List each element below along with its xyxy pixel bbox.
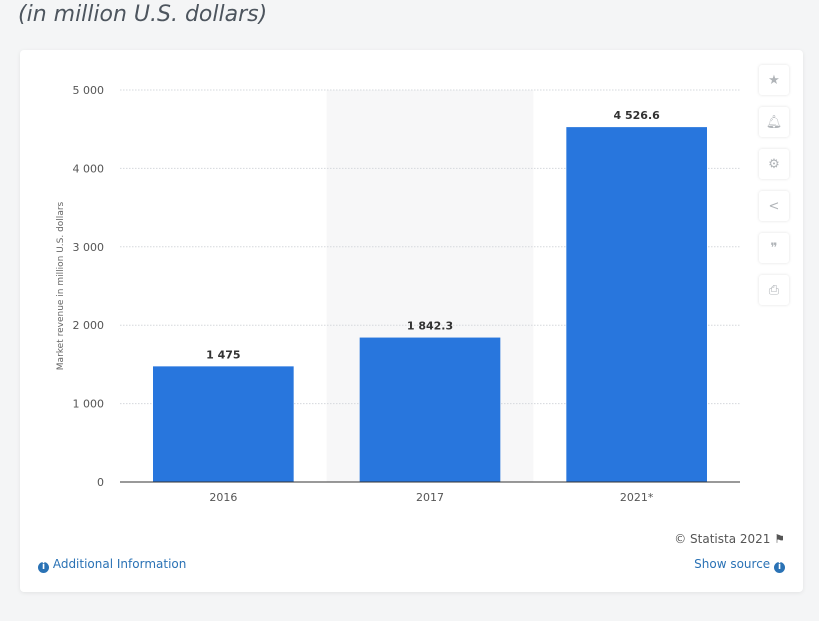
bar-2016: [153, 366, 294, 482]
y-tick-label: 0: [97, 476, 104, 489]
y-tick-label: 3 000: [73, 241, 105, 254]
gear-icon: ⚙: [768, 156, 780, 172]
show-source-link[interactable]: Show source i: [694, 557, 785, 573]
bar-2017: [359, 337, 501, 482]
info-icon: i: [38, 562, 49, 573]
info-icon: i: [774, 562, 785, 573]
x-tick-label: 2016: [209, 491, 237, 504]
bell-button[interactable]: 🔔︎: [759, 107, 789, 137]
copyright-text: © Statista 2021: [674, 532, 771, 546]
additional-information-label: Additional Information: [52, 557, 187, 571]
y-axis-label: Market revenue in million U.S. dollars: [56, 201, 66, 370]
y-tick-label: 1 000: [73, 398, 105, 411]
quote-button[interactable]: ❞: [759, 233, 789, 263]
print-button[interactable]: ⎙: [759, 275, 789, 305]
share-button[interactable]: <: [759, 191, 789, 221]
additional-information-link[interactable]: i Additional Information: [38, 557, 186, 573]
data-label: 1 842.3: [407, 320, 453, 333]
y-tick-label: 2 000: [73, 319, 105, 332]
star-button[interactable]: ★: [759, 65, 789, 95]
flag-icon[interactable]: ⚑: [774, 532, 785, 546]
data-label: 4 526.6: [614, 109, 661, 122]
chart-subtitle: (in million U.S. dollars): [18, 2, 268, 27]
y-tick-label: 5 000: [73, 84, 105, 97]
x-tick-label: 2021*: [620, 491, 654, 504]
quote-icon: ❞: [770, 240, 778, 256]
x-tick-label: 2017: [416, 491, 444, 504]
y-tick-label: 4 000: [73, 162, 105, 175]
gear-button[interactable]: ⚙: [759, 149, 789, 179]
data-label: 1 475: [206, 348, 240, 361]
print-icon: ⎙: [768, 282, 780, 298]
show-source-label: Show source: [694, 557, 771, 571]
bell-icon: 🔔︎: [765, 114, 783, 130]
share-icon: <: [768, 198, 780, 214]
star-icon: ★: [768, 72, 780, 88]
copyright: © Statista 2021 ⚑: [674, 532, 785, 546]
bar-2021*: [566, 127, 707, 482]
